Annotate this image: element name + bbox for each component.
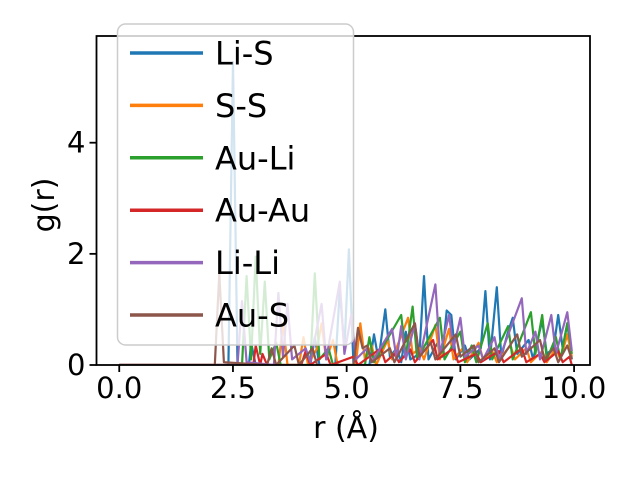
legend-label-au-au: Au-Au <box>215 192 310 230</box>
x-tick-label-10.0: 10.0 <box>542 371 607 405</box>
x-tick-label-7.5: 7.5 <box>437 371 483 405</box>
series-line-au-s <box>119 272 573 365</box>
legend: Li-S S-S Au-Li Au-Au Li-Li Au-S <box>116 23 355 346</box>
legend-label-au-li: Au-Li <box>215 139 295 177</box>
x-axis-label: r (Å) <box>313 410 379 446</box>
y-tick-label-2: 2 <box>67 237 85 271</box>
series-line-au-au <box>119 338 573 365</box>
legend-label-li-li: Li-Li <box>215 244 280 282</box>
y-tick-label-0: 0 <box>67 348 85 382</box>
legend-label-au-s: Au-S <box>215 297 289 335</box>
x-tick-label-5.0: 5.0 <box>324 371 370 405</box>
y-tick-label-4: 4 <box>67 126 85 160</box>
legend-label-s-s: S-S <box>215 87 267 125</box>
legend-label-li-s: Li-S <box>215 35 274 73</box>
y-axis-label: g(r) <box>27 178 62 233</box>
axes-layer: 0.0 2.5 5.0 7.5 10.0 0 2 4 <box>67 35 607 405</box>
x-tick-label-2.5: 2.5 <box>210 371 256 405</box>
x-tick-label-0.0: 0.0 <box>96 371 142 405</box>
